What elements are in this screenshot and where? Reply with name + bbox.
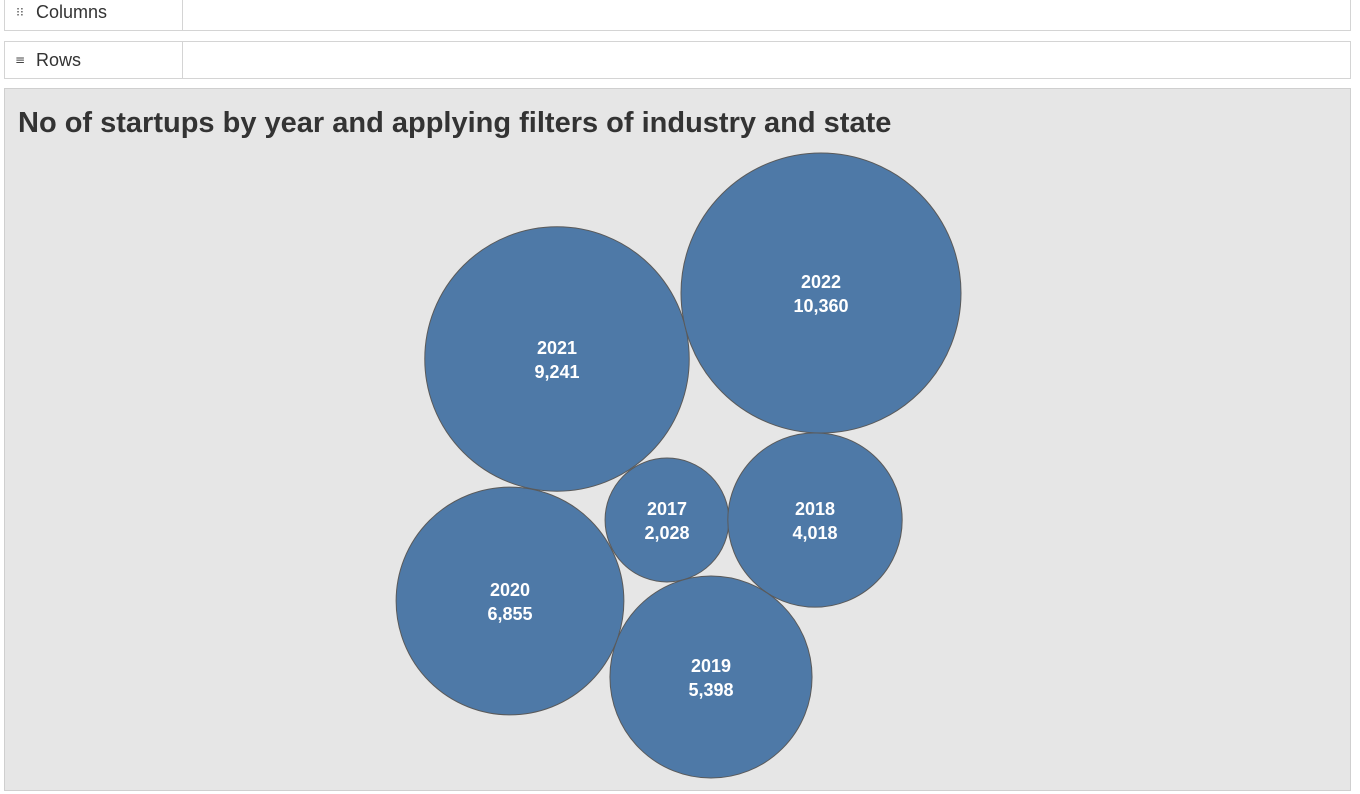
bubble-year-label-2022: 2022 <box>801 272 841 292</box>
rows-shelf-icon: ≡ <box>14 53 26 67</box>
rows-shelf-label: Rows <box>36 49 82 70</box>
bubble-circle-2017[interactable] <box>604 457 730 583</box>
viz-pane: No of startups by year and applying filt… <box>4 88 1351 791</box>
columns-shelf-label: Columns <box>36 1 108 22</box>
bubble-year-label-2020: 2020 <box>490 580 530 600</box>
bubble-2022[interactable]: 2022 10,360 <box>680 152 962 434</box>
bubble-circle-2018[interactable] <box>727 432 903 608</box>
bubble-value-label-2018: 4,018 <box>792 523 837 543</box>
bubble-value-label-2021: 9,241 <box>534 362 579 382</box>
columns-drop-zone[interactable] <box>183 0 1350 30</box>
bubble-chart: 2017 2,028 2018 4,018 2019 5,398 2020 6,855 2021… <box>395 152 962 779</box>
bubble-circle-2021[interactable] <box>424 226 690 492</box>
bubble-value-label-2020: 6,855 <box>487 604 532 624</box>
columns-shelf-icon: ⁝⁝ <box>16 5 24 19</box>
bubble-2018[interactable]: 2018 4,018 <box>727 432 903 608</box>
bubble-value-label-2017: 2,028 <box>644 523 689 543</box>
bubble-circle-2019[interactable] <box>609 575 813 779</box>
bubble-2019[interactable]: 2019 5,398 <box>609 575 813 779</box>
rows-shelf-label-area: ≡ Rows <box>5 42 183 78</box>
chart-title: No of startups by year and applying filt… <box>18 107 892 139</box>
columns-shelf-label-area: ⁝⁝ Columns <box>5 0 183 30</box>
bubble-value-label-2022: 10,360 <box>793 296 848 316</box>
bubble-2021[interactable]: 2021 9,241 <box>424 226 690 492</box>
bubble-year-label-2019: 2019 <box>691 656 731 676</box>
bubble-circle-2020[interactable] <box>395 486 625 716</box>
bubble-year-label-2017: 2017 <box>647 499 687 519</box>
bubble-circle-2022[interactable] <box>680 152 962 434</box>
columns-shelf[interactable]: ⁝⁝ Columns <box>4 0 1351 31</box>
bubble-year-label-2021: 2021 <box>537 338 577 358</box>
bubble-value-label-2019: 5,398 <box>688 680 733 700</box>
rows-drop-zone[interactable] <box>183 42 1350 78</box>
rows-shelf[interactable]: ≡ Rows <box>4 41 1351 79</box>
bubble-year-label-2018: 2018 <box>795 499 835 519</box>
bubble-2020[interactable]: 2020 6,855 <box>395 486 625 716</box>
bubble-2017[interactable]: 2017 2,028 <box>604 457 730 583</box>
